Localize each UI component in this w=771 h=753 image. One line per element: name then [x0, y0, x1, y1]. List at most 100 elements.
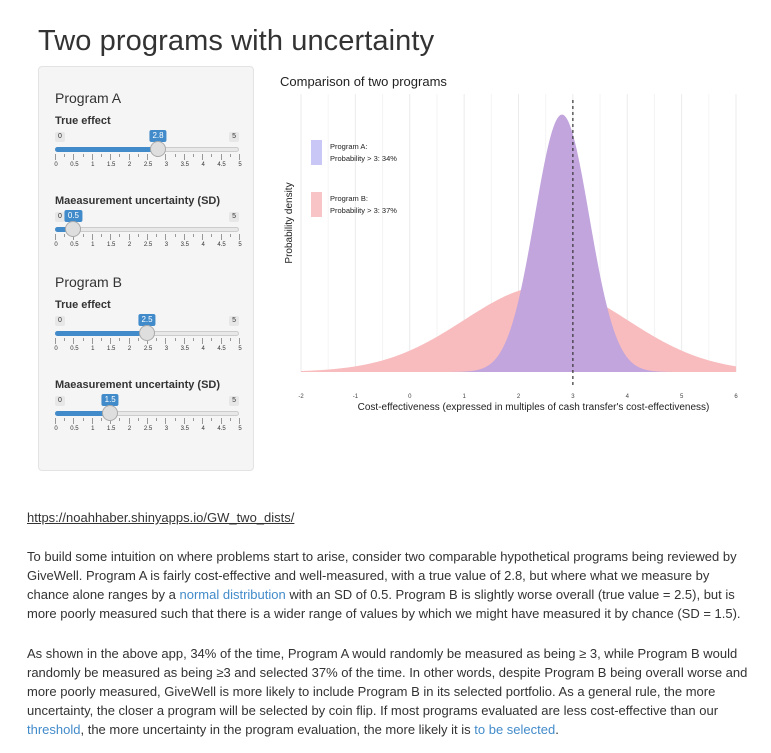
to-be-selected-link[interactable]: to be selected	[474, 722, 556, 737]
program-b-uncertainty-slider[interactable]: 0 5 0 0.5 1 1.5 2 2.5 3 3.5 4 4.5 5 1.5	[54, 394, 242, 432]
x-tick-label: 1	[462, 394, 466, 400]
app-link[interactable]: https://noahhaber.shinyapps.io/GW_two_di…	[27, 510, 295, 525]
program-a-true-effect-slider[interactable]: 0 5 0 0.5 1 1.5 2 2.5 3 3.5 4 4.5 5 2.8	[54, 130, 242, 168]
slider-tick	[147, 418, 148, 424]
slider-tick	[137, 154, 139, 157]
chart-title: Comparison of two programs	[280, 74, 447, 89]
slider-tick	[156, 418, 158, 421]
slider-tick	[183, 418, 185, 424]
slider-tick	[202, 234, 204, 240]
x-tick-label: -2	[298, 394, 304, 400]
normal-distribution-link[interactable]: normal distribution	[179, 587, 286, 602]
slider-max-label: 5	[229, 316, 239, 326]
paragraph-intro-part2: with an SD of 0.5. Program B is slightly…	[27, 587, 741, 621]
slider-tick	[110, 418, 112, 424]
slider-tick	[101, 234, 102, 237]
paragraph-intro-part1: To build some intuition on where problem…	[27, 549, 737, 602]
density-area-series-2	[301, 114, 736, 372]
x-tick-label: 2	[517, 394, 521, 400]
slider-track[interactable]	[55, 227, 239, 232]
slider-min-label: 0	[55, 316, 65, 326]
slider-tick	[193, 154, 194, 157]
x-tick-label: 5	[680, 394, 684, 400]
slider-tick	[183, 154, 185, 160]
slider-handle[interactable]	[65, 221, 82, 237]
program-a-uncertainty-slider[interactable]: 0 5 0 0.5 1 1.5 2 2.5 3 3.5 4 4.5 5 0.5	[54, 210, 242, 248]
slider-tick	[128, 234, 130, 240]
slider-tick-label: 2	[127, 426, 132, 432]
slider-tick	[239, 234, 240, 240]
slider-tick	[229, 154, 231, 157]
slider-tick-label: 2.5	[143, 162, 153, 168]
slider-tick-label: 4	[201, 242, 205, 248]
slider-tick	[128, 154, 130, 160]
threshold-link[interactable]: threshold	[27, 722, 81, 737]
slider-tick-label: 2.5	[143, 346, 153, 352]
slider-tick	[91, 418, 93, 424]
program-b-title: Program B	[55, 274, 122, 290]
slider-tick-label: 4	[201, 162, 205, 168]
slider-tick	[147, 234, 148, 240]
slider-tick	[165, 338, 167, 344]
slider-tick-label: 5	[238, 242, 242, 248]
comparison-chart: Comparison of two programs -2 -1 0 1 2 3 4 5 6 Cos…	[280, 74, 738, 413]
slider-tick	[73, 418, 75, 424]
slider-tick	[119, 154, 121, 157]
slider-tick-label: 0.5	[70, 346, 79, 352]
slider-tick	[73, 234, 75, 240]
slider-tick	[156, 338, 158, 341]
slider-tick	[119, 338, 121, 341]
slider-tick	[64, 418, 66, 421]
slider-tick	[239, 418, 240, 424]
slider-tick-label: 2	[127, 346, 132, 352]
slider-tick	[229, 338, 231, 341]
slider-min-label: 0	[55, 396, 65, 406]
paragraph-results-part3: .	[555, 722, 559, 737]
slider-tick	[73, 338, 75, 344]
slider-tick	[128, 418, 130, 424]
slider-handle[interactable]	[102, 405, 119, 421]
slider-tick	[137, 338, 139, 341]
slider-max-label: 5	[229, 132, 239, 142]
slider-value-tag: 1.5	[101, 394, 119, 406]
slider-tick-label: 3	[164, 346, 169, 352]
slider-tick	[64, 234, 66, 237]
slider-value-tag: 2.8	[149, 130, 167, 142]
slider-tick	[82, 234, 84, 237]
program-a-title: Program A	[55, 90, 122, 106]
program-a-uncertainty-label: Maeasurement uncertainty (SD)	[55, 195, 221, 207]
page-title: Two programs with uncertainty	[38, 25, 435, 57]
slider-tick-label: 3	[164, 242, 169, 248]
program-b-true-effect-label: True effect	[55, 299, 111, 311]
program-a-true-effect-label: True effect	[55, 115, 111, 127]
slider-tick	[220, 338, 222, 344]
x-axis-label: Cost-effectiveness (expressed in multipl…	[358, 402, 710, 413]
slider-tick	[174, 154, 176, 157]
paragraph-results-part2: , the more uncertainty in the program ev…	[80, 722, 475, 737]
slider-tick	[220, 234, 222, 240]
slider-tick-label: 4.5	[217, 242, 226, 248]
slider-tick	[193, 338, 194, 341]
slider-fill	[55, 411, 111, 416]
slider-tick	[174, 418, 176, 421]
slider-tick	[128, 338, 130, 344]
slider-tick	[55, 418, 56, 424]
slider-tick	[156, 234, 158, 237]
slider-tick	[165, 418, 167, 424]
slider-tick	[147, 338, 148, 344]
slider-tick-label: 4	[201, 346, 205, 352]
slider-tick-label: 0.5	[70, 162, 79, 168]
slider-tick	[82, 338, 84, 341]
slider-tick	[193, 418, 194, 421]
slider-tick-label: 4.5	[217, 162, 226, 168]
slider-min-label: 0	[55, 132, 65, 142]
slider-tick-label: 2	[127, 242, 132, 248]
slider-tick-label: 1	[91, 242, 95, 248]
slider-fill	[55, 331, 147, 336]
slider-handle[interactable]	[150, 141, 167, 157]
slider-tick	[220, 154, 222, 160]
slider-tick	[183, 234, 185, 240]
slider-handle[interactable]	[139, 325, 155, 341]
slider-tick	[137, 234, 139, 237]
program-b-true-effect-slider[interactable]: 0 5 0 0.5 1 1.5 2 2.5 3 3.5 4 4.5 5 2.5	[54, 314, 242, 352]
